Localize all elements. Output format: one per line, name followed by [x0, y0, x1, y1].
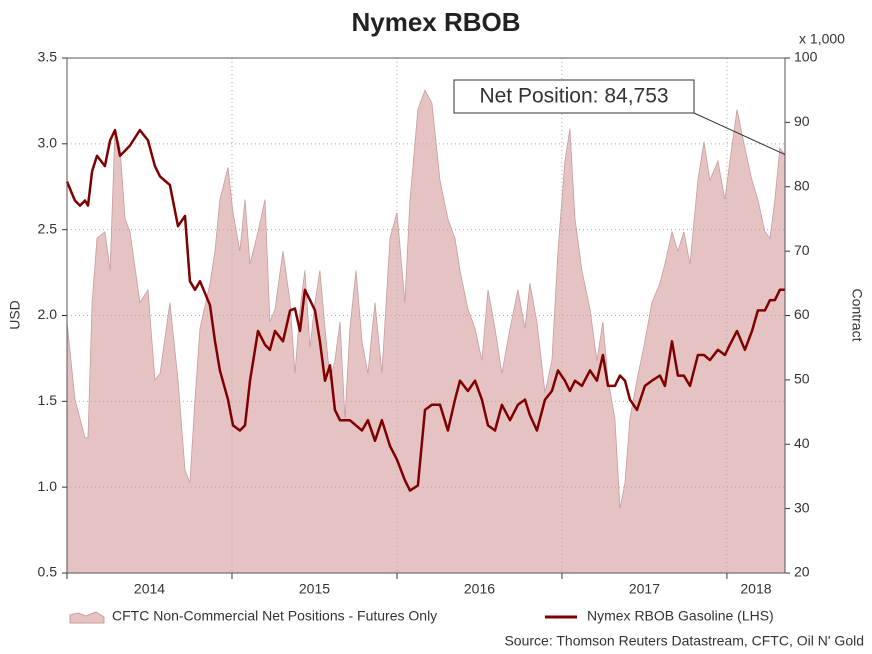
y2-tick-label: 90	[794, 113, 810, 129]
y-tick-label: 1.5	[38, 392, 58, 408]
annotation: Net Position: 84,753	[479, 85, 668, 108]
x-tick-label: 2018	[740, 581, 771, 597]
area	[66, 89, 786, 574]
y-tick-label: 3.5	[38, 49, 58, 65]
annotation-leader	[693, 112, 786, 156]
source: Source: Thomson Reuters Datastream, CFTC…	[504, 633, 864, 649]
y2-tick-label: 70	[794, 242, 810, 258]
y2-tick-label: 50	[794, 371, 810, 387]
y2-tick-label: 60	[794, 306, 810, 322]
y2-tick-label: 100	[794, 49, 818, 65]
y2-tick-label: 30	[794, 499, 810, 515]
y2-tick-label: 20	[794, 564, 810, 580]
legend-swatch	[69, 611, 105, 624]
x-tick-label: 2015	[299, 581, 330, 597]
y-tick-label: 3.0	[38, 135, 58, 151]
y-tick-label: 0.5	[38, 564, 58, 580]
y2-tick-label: 80	[794, 177, 810, 193]
y2-axis-label: Contract	[849, 289, 865, 342]
plot-frame	[66, 57, 786, 574]
x-tick-label: 2017	[629, 581, 660, 597]
y-tick-label: 2.0	[38, 306, 58, 322]
chart-title: Nymex RBOB	[351, 7, 520, 37]
y-tick-label: 1.0	[38, 478, 58, 494]
line	[65, 128, 785, 492]
x-tick-label: 2016	[464, 581, 495, 597]
x-tick-label: 2014	[134, 581, 165, 597]
y2-tick-label: 40	[794, 435, 810, 451]
legend-label: CFTC Non-Commercial Net Positions - Futu…	[112, 608, 437, 624]
y-axis-label: USD	[7, 300, 23, 330]
y-tick-label: 2.5	[38, 220, 58, 236]
annotation-box	[453, 79, 695, 114]
y2-unit: x 1,000	[799, 31, 845, 47]
legend-label: Nymex RBOB Gasoline (LHS)	[587, 608, 774, 624]
